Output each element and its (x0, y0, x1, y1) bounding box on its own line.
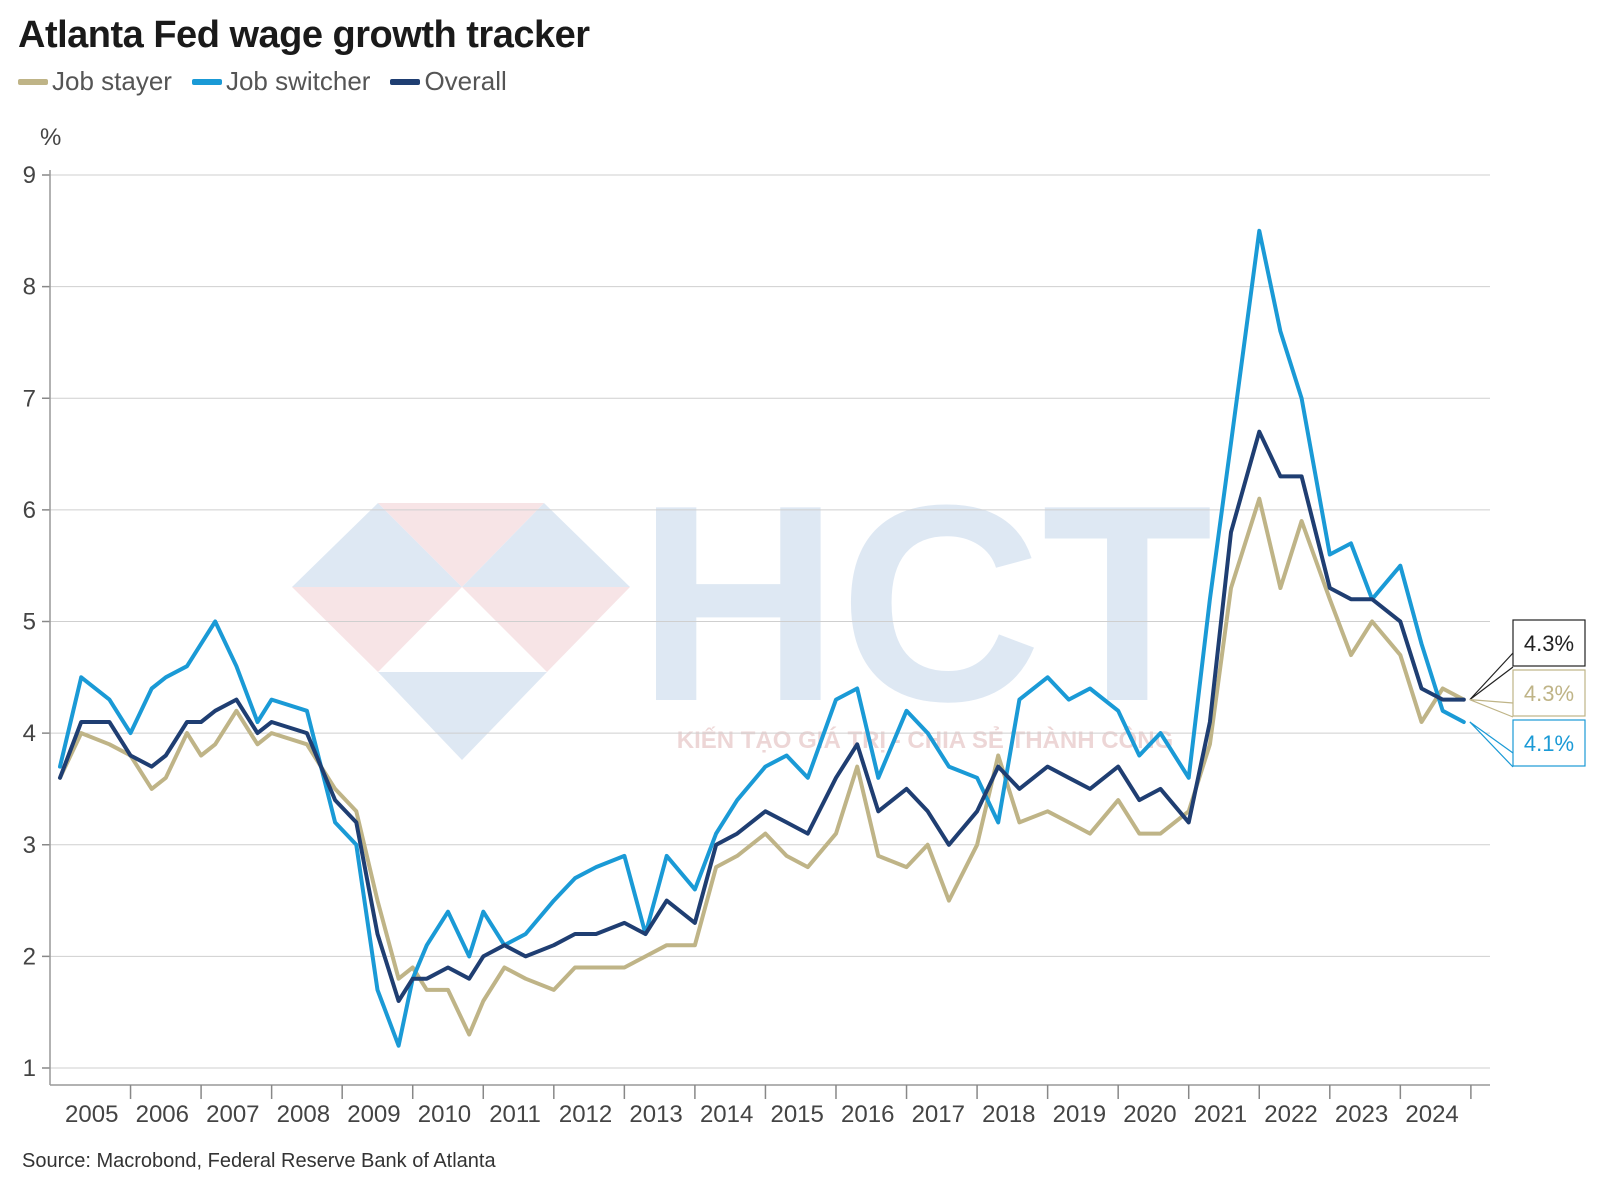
ytick-label: 3 (23, 832, 36, 859)
legend-swatch-overall (390, 78, 421, 85)
ytick-label: 7 (23, 385, 36, 412)
legend-label-job-stayer: Job stayer (52, 66, 172, 96)
legend-label-job-switcher: Job switcher (225, 66, 371, 96)
xtick-label: 2018 (982, 1101, 1035, 1128)
ytick-label: 1 (23, 1055, 36, 1082)
end-label-overall: 4.3% (1524, 631, 1574, 656)
xtick-label: 2011 (489, 1101, 541, 1128)
xtick-label: 2005 (65, 1101, 118, 1128)
legend-swatch-job-switcher (191, 78, 222, 85)
xtick-label: 2012 (559, 1101, 612, 1128)
end-label-pointer (1469, 721, 1514, 768)
legend-item-job-stayer: Job stayer (18, 66, 172, 97)
watermark-logo: HCT KIẾN TẠO GIÁ TRỊ - CHIA SẺ THÀNH CÔN… (292, 448, 1213, 760)
ytick-label: 8 (23, 274, 36, 301)
end-label-box (1512, 669, 1586, 717)
ytick-label: 5 (23, 609, 36, 636)
end-label-pointer (1469, 652, 1514, 701)
gridlines (50, 174, 1490, 1069)
legend-swatch-job-stayer (18, 78, 48, 85)
xtick-label: 2007 (206, 1101, 259, 1128)
end-label-job-stayer: 4.3% (1524, 681, 1574, 706)
series-lines (58, 228, 1466, 1048)
ytick-label: 9 (23, 162, 36, 189)
xtick-label: 2015 (770, 1101, 823, 1128)
legend-label-overall: Overall (424, 66, 507, 96)
watermark-logo-text: HCT (637, 448, 1212, 760)
legend-item-overall: Overall (390, 66, 507, 97)
xtick-label: 2006 (136, 1101, 189, 1128)
legend: Job stayer Job switcher Overall (18, 66, 507, 97)
xtick-label: 2014 (700, 1101, 753, 1128)
xtick-label: 2022 (1264, 1101, 1317, 1128)
ytick-label: 2 (23, 943, 36, 970)
end-label-job-switcher: 4.1% (1524, 731, 1574, 756)
series-line-job-stayer (58, 496, 1466, 1037)
xtick-label: 2020 (1123, 1101, 1176, 1128)
legend-item-job-switcher: Job switcher (191, 66, 371, 97)
end-label-pointer (1469, 699, 1514, 718)
end-label-box (1512, 719, 1586, 767)
source-note: Source: Macrobond, Federal Reserve Bank … (22, 1150, 496, 1172)
xtick-label: 2009 (347, 1101, 400, 1128)
xtick-label: 2021 (1194, 1101, 1247, 1128)
ytick-label: 4 (23, 720, 36, 747)
xtick-label: 2013 (629, 1101, 682, 1128)
xtick-label: 2017 (912, 1101, 965, 1128)
xtick-label: 2010 (418, 1101, 471, 1128)
end-label-box (1512, 619, 1586, 667)
series-line-overall (58, 429, 1466, 1003)
xtick-label: 2008 (277, 1101, 330, 1128)
ytick-label: 6 (23, 497, 36, 524)
xtick-label: 2023 (1335, 1101, 1388, 1128)
xtick-label: 2024 (1405, 1101, 1458, 1128)
axes: 1 2 3 4 5 6 7 8 9% 2005 2006 2007 2008 2009 2010 2011 20… (23, 124, 1490, 1128)
chart-title: Atlanta Fed wage growth tracker (18, 14, 590, 56)
xtick-label: 2019 (1053, 1101, 1106, 1128)
series-line-job-switcher (58, 228, 1466, 1048)
y-axis-unit-label: % (40, 124, 61, 151)
end-labels: 4.3% 4.3% 4.1% (1469, 619, 1586, 768)
xtick-label: 2016 (841, 1101, 894, 1128)
